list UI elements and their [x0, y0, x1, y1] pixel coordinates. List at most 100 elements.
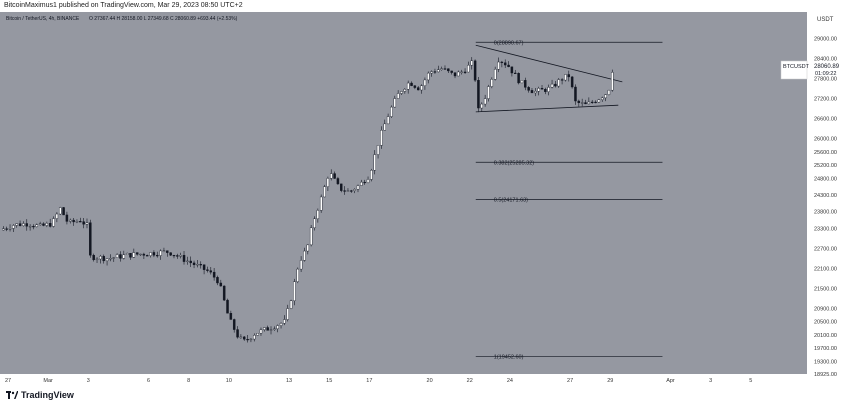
- candle: [149, 252, 152, 258]
- candle: [105, 258, 109, 266]
- time-tick-label: 5: [749, 378, 752, 384]
- candle: [430, 70, 433, 77]
- candle: [336, 176, 340, 186]
- candle: [92, 253, 95, 262]
- price-tick-label: 19700.00: [814, 346, 837, 352]
- candle: [443, 65, 447, 70]
- candle: [55, 212, 59, 223]
- time-tick-label: 3: [87, 378, 90, 384]
- published-info: published on TradingView.com, Mar 29, 20…: [58, 2, 243, 9]
- candle: [273, 326, 276, 331]
- candle: [597, 98, 601, 103]
- time-tick-label: 22: [467, 378, 473, 384]
- candle: [567, 70, 571, 82]
- candle: [156, 251, 159, 258]
- candle: [470, 57, 473, 70]
- candle: [79, 217, 82, 223]
- candle: [15, 223, 18, 228]
- candle: [269, 326, 273, 335]
- candle: [480, 102, 484, 112]
- candle: [219, 279, 223, 287]
- candle: [580, 98, 584, 107]
- time-tick-label: 15: [326, 378, 332, 384]
- candle: [423, 77, 427, 90]
- price-tick-label: 27200.00: [814, 97, 837, 103]
- candlesticks: [2, 57, 614, 343]
- price-tick-label: 23800.00: [814, 210, 837, 216]
- candle: [343, 186, 346, 195]
- candle: [135, 252, 139, 256]
- price-tick-label: 20100.00: [814, 333, 837, 339]
- candle: [500, 60, 504, 68]
- candle: [611, 69, 614, 92]
- candle: [276, 324, 279, 333]
- candle: [2, 226, 5, 231]
- candle: [5, 226, 8, 232]
- time-axis-panel[interactable]: [0, 374, 850, 388]
- candle: [420, 84, 423, 94]
- candle: [527, 86, 530, 93]
- candle: [72, 218, 75, 226]
- candle: [139, 253, 142, 256]
- candle: [323, 184, 326, 198]
- candle: [293, 278, 296, 306]
- candle: [386, 113, 390, 125]
- candle: [393, 95, 397, 108]
- candle: [329, 169, 333, 181]
- candle: [279, 322, 283, 329]
- candle: [497, 57, 500, 73]
- candle: [62, 207, 65, 216]
- candle: [202, 264, 206, 275]
- ohlc-readout: O 27367.44 H 28158.00 L 27349.68 C 28060…: [89, 16, 238, 22]
- candle: [303, 247, 306, 262]
- price-chart[interactable]: Bitcoin / TetherUS, 4h, BINANCE O 27367.…: [0, 12, 850, 388]
- time-tick-label: Mar: [43, 378, 53, 384]
- candle: [58, 206, 62, 216]
- candle: [380, 126, 383, 149]
- candle: [577, 99, 581, 107]
- price-tick-label: 28400.00: [814, 57, 837, 63]
- candle: [437, 65, 440, 73]
- candle: [453, 72, 457, 79]
- current-price: 28060.89: [814, 64, 840, 70]
- candle: [544, 87, 547, 95]
- candle: [102, 254, 105, 264]
- candle: [85, 218, 89, 229]
- candle: [433, 68, 437, 74]
- candle: [226, 298, 229, 314]
- candle: [182, 251, 186, 265]
- candle: [366, 176, 370, 184]
- candle: [554, 80, 557, 88]
- time-axis-ticks: 27 Mar 3 6 8 10 13 15 17 20 22 24 27 29 Apr 3 5: [5, 378, 752, 384]
- tradingview-logo-icon: [6, 391, 18, 399]
- current-price-label: BTCUSDT 28060.89 01:09:22: [780, 60, 840, 80]
- price-tick-label: 26000.00: [814, 136, 837, 142]
- candle: [209, 267, 213, 275]
- candle: [396, 90, 400, 99]
- candle: [8, 224, 12, 232]
- candle: [259, 327, 263, 336]
- candle: [463, 68, 467, 75]
- candle: [440, 66, 443, 71]
- candle: [584, 99, 587, 105]
- price-tick-label: 20900.00: [814, 306, 837, 312]
- candle: [18, 220, 22, 227]
- time-tick-label: 17: [366, 378, 372, 384]
- candle: [22, 221, 25, 227]
- candle: [570, 75, 574, 89]
- candle: [145, 254, 149, 257]
- candle: [590, 99, 594, 104]
- candle: [249, 338, 253, 343]
- candle: [340, 183, 343, 193]
- time-tick-label: 3: [709, 378, 712, 384]
- time-tick-label: 27: [567, 378, 573, 384]
- price-axis-panel[interactable]: [807, 12, 850, 374]
- candle: [530, 88, 534, 94]
- chart-area[interactable]: [0, 12, 807, 374]
- time-tick-label: 8: [187, 378, 190, 384]
- candle: [229, 310, 233, 320]
- candle: [172, 254, 176, 259]
- candle: [403, 88, 407, 94]
- triangle-lower-line: [475, 104, 619, 113]
- candle: [243, 336, 246, 341]
